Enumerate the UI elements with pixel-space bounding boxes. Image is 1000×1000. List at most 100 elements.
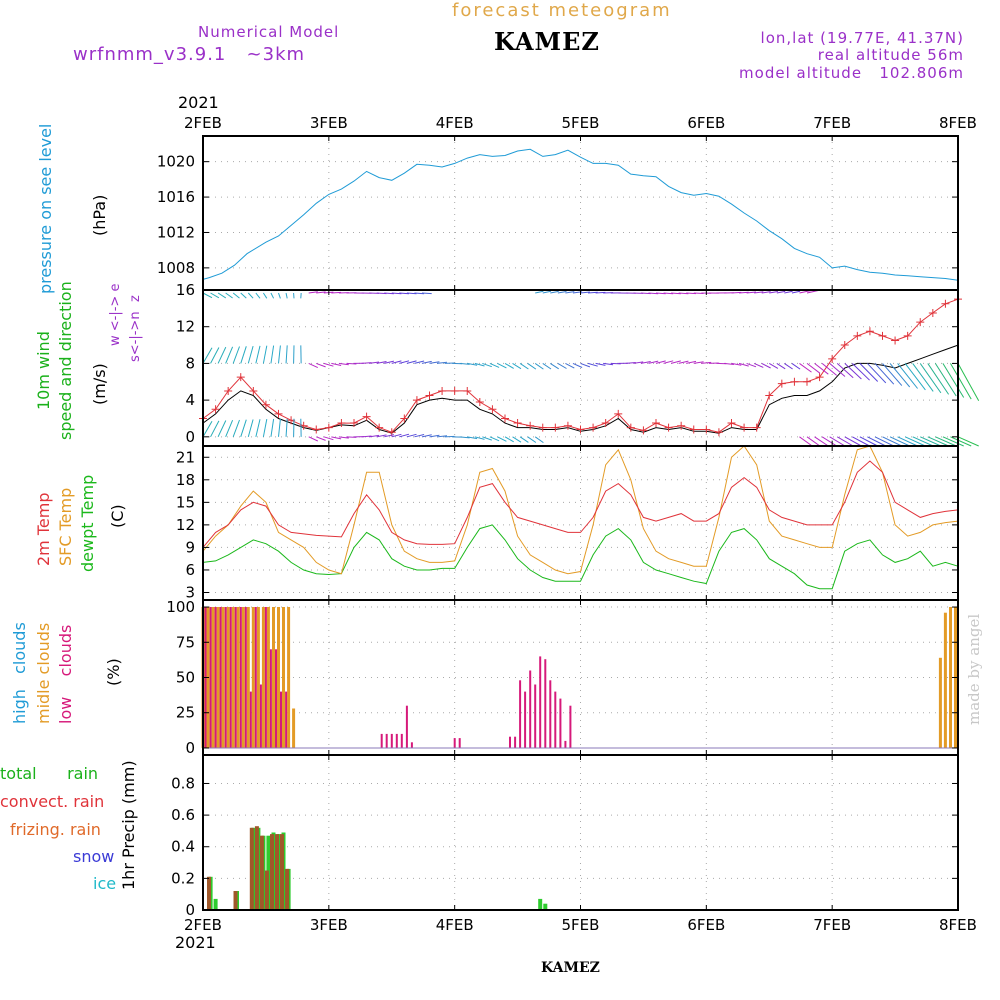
wind-arrow bbox=[512, 362, 522, 370]
wind-arrow bbox=[262, 292, 268, 299]
precip-convect-label: convect. rain bbox=[0, 792, 105, 811]
wind-gust-marker bbox=[891, 336, 900, 345]
wind-arrow bbox=[761, 362, 771, 369]
wind-gust-marker bbox=[312, 425, 321, 434]
wind-arrow bbox=[565, 362, 575, 369]
wind-arrow bbox=[270, 345, 275, 364]
wind-arrow bbox=[648, 292, 659, 295]
y-tick-label: 1016 bbox=[157, 188, 195, 206]
mid-cloud-bar bbox=[261, 607, 265, 748]
wind-gust-marker bbox=[589, 423, 598, 432]
wind-arrow bbox=[603, 362, 614, 366]
low-cloud-bar bbox=[264, 607, 267, 748]
wind-gust-marker bbox=[576, 425, 585, 434]
y-tick-label: 12 bbox=[176, 516, 195, 534]
wind-arrow bbox=[799, 436, 812, 446]
wind-arrow bbox=[588, 291, 598, 294]
wind-arrow bbox=[504, 436, 514, 443]
x-tick-label-top: 4FEB bbox=[436, 114, 474, 132]
wind-gust-marker bbox=[350, 419, 358, 428]
wind-arrow bbox=[935, 436, 957, 447]
low-cloud-bar bbox=[224, 607, 227, 748]
model-label: Numerical Model bbox=[198, 23, 340, 41]
wind-arrow bbox=[384, 292, 394, 295]
wind-gust-marker bbox=[488, 405, 497, 414]
wind-gust-marker bbox=[639, 426, 648, 435]
wind-arrow bbox=[678, 360, 689, 364]
y-tick-label: 9 bbox=[185, 538, 195, 556]
wind-arrow bbox=[202, 347, 213, 364]
x-tick-label-bottom: 5FEB bbox=[562, 916, 600, 934]
wind-arrow bbox=[384, 434, 395, 438]
low-cloud-bar bbox=[214, 607, 217, 748]
temp-2m-line bbox=[202, 460, 959, 548]
x-tick-label-top: 7FEB bbox=[813, 114, 851, 132]
mid-cloud-bar bbox=[287, 607, 291, 748]
mid-cloud-bar bbox=[241, 607, 245, 748]
wind-gust-marker bbox=[815, 373, 824, 382]
wind-arrow bbox=[225, 346, 234, 364]
mid-cloud-bar bbox=[226, 607, 230, 748]
y-tick-label: 3 bbox=[185, 583, 195, 601]
lonlat-label: lon,lat (19.77E, 41.37N) bbox=[760, 29, 964, 47]
precip-convect-bar bbox=[207, 876, 211, 910]
wind-gust-marker bbox=[463, 386, 472, 395]
wind-arrow bbox=[534, 436, 544, 444]
y-tick-label: 0.8 bbox=[171, 774, 195, 792]
wind-arrow bbox=[753, 362, 764, 368]
mid-cloud-bar bbox=[272, 607, 275, 748]
mid-cloud-bar bbox=[236, 607, 240, 748]
wind-arrow bbox=[852, 436, 870, 447]
wind-arrow bbox=[391, 360, 402, 364]
panel-frame bbox=[202, 135, 959, 291]
footer-station: KAMEZ bbox=[541, 960, 600, 976]
wind-arrow bbox=[232, 419, 240, 437]
x-tick-label-bottom: 3FEB bbox=[310, 916, 348, 934]
mid-cloud-bar bbox=[211, 607, 215, 748]
wind-arrow bbox=[806, 436, 821, 447]
wind-gust-marker bbox=[941, 299, 950, 308]
y-tick-label: 1012 bbox=[157, 223, 195, 241]
grid-layer bbox=[203, 136, 958, 911]
wind-arrow bbox=[663, 360, 674, 364]
low-cloud-bar bbox=[539, 656, 542, 748]
wind-arrow bbox=[701, 361, 712, 364]
wind-gust-marker bbox=[916, 318, 925, 327]
y-tick-label: 8 bbox=[185, 354, 195, 372]
mid-cloud-bar bbox=[256, 607, 260, 748]
low-cloud-bar bbox=[390, 733, 393, 748]
wind-gust-marker bbox=[501, 414, 509, 423]
wind-arrow bbox=[829, 436, 846, 447]
sfc-temp-line bbox=[202, 445, 959, 575]
wind-arrow bbox=[278, 345, 281, 364]
wind-arrow bbox=[467, 362, 478, 366]
wind-arrow bbox=[904, 363, 926, 391]
wind-arrow bbox=[920, 436, 942, 447]
x-tick-label-bottom: 6FEB bbox=[687, 916, 725, 934]
wind-gust-line bbox=[202, 298, 959, 433]
mid-cloud-bar bbox=[231, 607, 235, 748]
wind-arrow bbox=[776, 290, 786, 294]
wind-arrow bbox=[648, 360, 659, 364]
wind-arrow bbox=[391, 433, 402, 438]
wind-arrow bbox=[550, 362, 559, 370]
wind-arrow bbox=[746, 362, 757, 368]
wind-arrow bbox=[950, 436, 972, 447]
wind-arrow bbox=[232, 292, 240, 299]
wind-arrow bbox=[519, 436, 529, 443]
low-cloud-bar bbox=[209, 607, 212, 748]
wind-gust-marker bbox=[878, 331, 887, 340]
x-tick-label-top: 6FEB bbox=[687, 114, 725, 132]
wind-gust-marker bbox=[236, 373, 245, 382]
wind-arrow bbox=[497, 362, 507, 369]
wind-arrow bbox=[731, 362, 742, 366]
wind-gust-marker bbox=[324, 423, 333, 432]
bars-layer bbox=[201, 607, 958, 911]
wind-arrow bbox=[247, 345, 254, 364]
wind-arrow bbox=[376, 361, 387, 364]
wind-arrow bbox=[421, 434, 432, 438]
low-cloud-bar bbox=[509, 736, 511, 748]
wind-arrow bbox=[414, 360, 425, 364]
wind-gust-marker bbox=[752, 423, 761, 432]
y-tick-label: 15 bbox=[176, 493, 195, 511]
